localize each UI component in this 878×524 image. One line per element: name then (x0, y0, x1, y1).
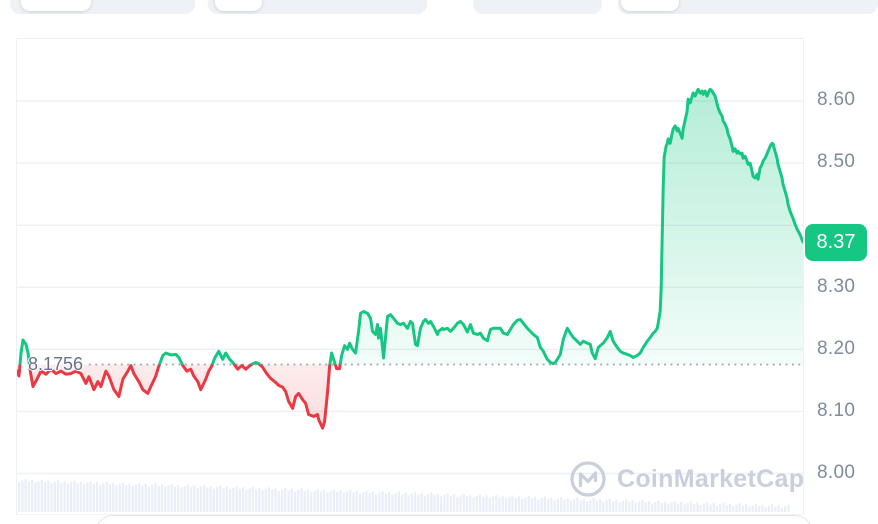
coinmarketcap-logo-icon (570, 461, 606, 497)
y-axis-label: 8.00 (817, 462, 856, 484)
y-axis-label: 8.30 (817, 275, 856, 297)
segmented-control-group[interactable] (618, 0, 878, 14)
chart-panel: CoinMarketCap (16, 38, 804, 515)
y-axis-label: 8.60 (817, 89, 856, 111)
price-line-down (17, 364, 555, 430)
segmented-control-group[interactable] (10, 0, 195, 14)
watermark-text: CoinMarketCap (617, 464, 805, 493)
segmented-control-active-segment[interactable] (621, 0, 679, 11)
segmented-control-group[interactable] (208, 0, 427, 14)
segmented-control-active-segment[interactable] (215, 0, 262, 11)
coinmarketcap-watermark: CoinMarketCap (569, 460, 804, 498)
segmented-control-group[interactable] (473, 0, 602, 14)
price-chart[interactable] (17, 39, 803, 514)
area-fill-above (17, 89, 803, 365)
segmented-control-active-segment[interactable] (21, 0, 91, 11)
y-axis-label: 8.20 (817, 338, 856, 359)
bottom-panel (95, 515, 813, 524)
price-line-up (18, 87, 803, 365)
current-price-badge: 8.37 (805, 224, 867, 262)
open-price-label: 8.1756 (28, 354, 84, 374)
y-axis-label: 8.50 (817, 151, 856, 173)
volume-bars (17, 479, 790, 513)
y-axis-label: 8.10 (817, 400, 856, 422)
